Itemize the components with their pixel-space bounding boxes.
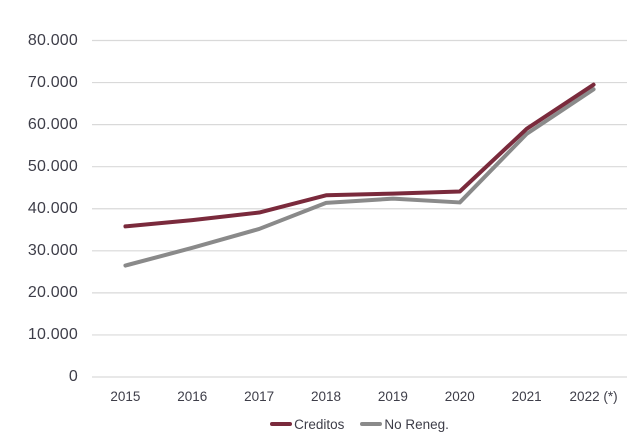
x-tick-label: 2017	[244, 389, 275, 404]
no-reneg-line	[123, 87, 596, 268]
y-tick-label: 0	[68, 368, 78, 385]
x-tick-label: 2018	[311, 389, 342, 404]
y-tick-label: 10.000	[27, 325, 78, 343]
legend-item-creditos: Creditos	[270, 417, 344, 432]
legend-label-creditos: Creditos	[294, 416, 345, 432]
x-tick-label: 2016	[177, 389, 208, 404]
x-tick-label: 2020	[444, 389, 475, 404]
creditos-line	[123, 82, 596, 229]
y-tick-label: 40.000	[27, 199, 78, 217]
y-tick-label: 60.000	[27, 115, 78, 133]
x-tick-label: 2022 (*)	[569, 389, 618, 404]
creditos-line-swatch-icon	[270, 421, 293, 427]
y-tick-label: 70.000	[27, 73, 78, 91]
legend-label-no-reneg: No Reneg.	[384, 416, 449, 432]
x-tick-label: 2021	[511, 389, 542, 404]
legend: Creditos No Reneg.	[92, 414, 627, 434]
x-tick-label: 2019	[377, 389, 408, 404]
legend-item-no-reneg: No Reneg.	[360, 417, 449, 432]
no-reneg-line-swatch-icon	[360, 421, 383, 427]
y-tick-label: 30.000	[27, 241, 78, 259]
y-tick-label: 50.000	[27, 157, 78, 175]
y-tick-label: 80.000	[27, 31, 78, 49]
x-tick-label: 2015	[110, 389, 141, 404]
y-tick-label: 20.000	[27, 283, 78, 301]
